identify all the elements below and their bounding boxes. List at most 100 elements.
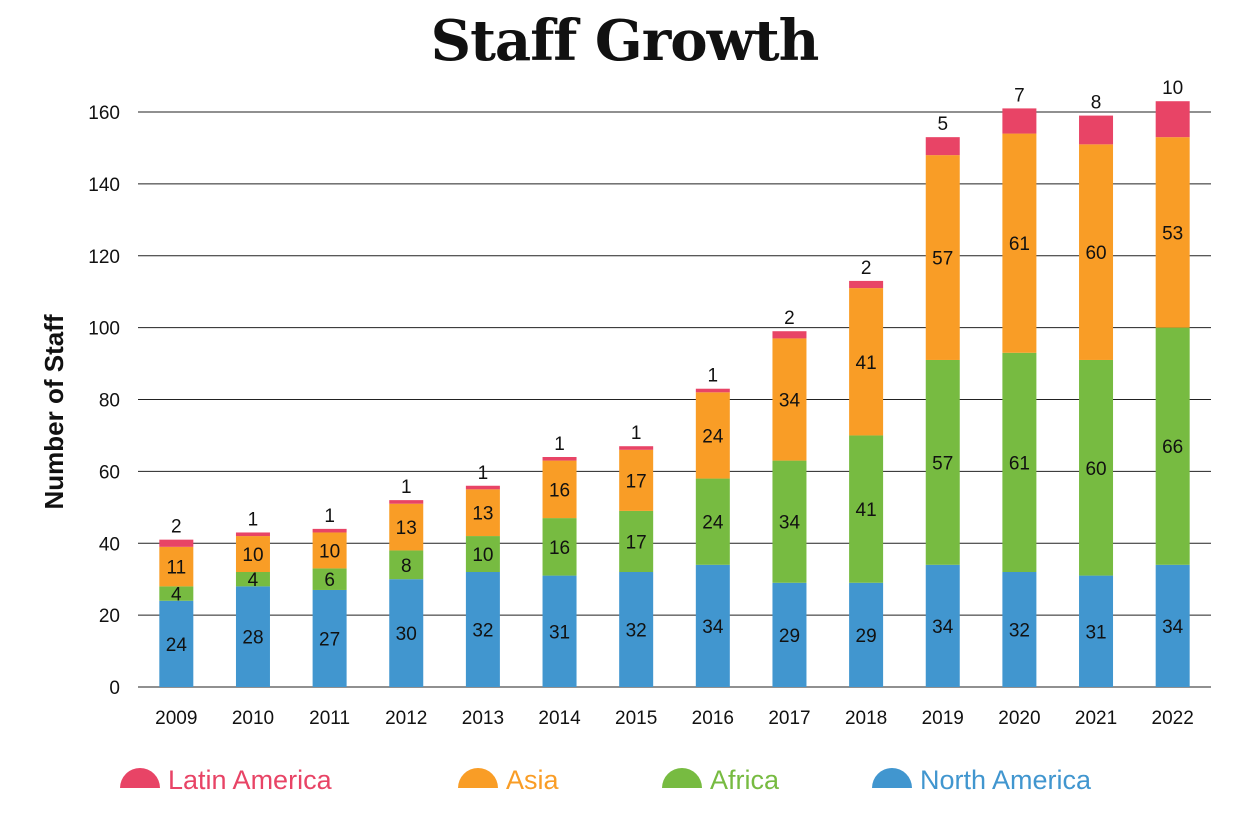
x-tick-label: 2009 [155, 708, 197, 729]
data-label: 24 [702, 426, 724, 447]
bar-segment [159, 546, 194, 587]
bar-segment [542, 518, 577, 576]
bar-segment [389, 503, 424, 551]
bar-segment [235, 536, 270, 572]
bars [159, 101, 1190, 687]
bar-segment [465, 572, 500, 687]
bar-segment [1079, 359, 1114, 576]
data-label: 1 [324, 506, 335, 527]
data-label: 27 [319, 629, 340, 650]
data-label: 2 [171, 517, 182, 538]
data-label: 1 [478, 463, 489, 484]
data-label: 32 [472, 621, 493, 642]
data-label: 1 [401, 477, 412, 498]
legend-item-latin-america: Latin America [120, 760, 332, 800]
data-label: 16 [549, 480, 570, 501]
bar-segment [389, 550, 424, 580]
bar-segment [312, 568, 347, 590]
bar-segment [389, 579, 424, 687]
bar-segment [849, 435, 884, 583]
bar-segment [695, 478, 730, 565]
bar-segment [542, 575, 577, 687]
x-tick-label: 2015 [615, 708, 657, 729]
x-tick-label: 2019 [922, 708, 964, 729]
y-axis-ticks: 0 20 40 60 80 100 120 140 160 [88, 103, 120, 699]
legend: Latin America Asia Africa North America [0, 760, 1249, 800]
data-label: 4 [171, 585, 182, 606]
data-label: 53 [1162, 223, 1183, 244]
bar-segment [925, 359, 960, 565]
data-label: 60 [1085, 459, 1106, 480]
bar-segment [772, 582, 807, 687]
bar-segment [695, 564, 730, 687]
x-tick-label: 2016 [692, 708, 734, 729]
data-label: 1 [554, 434, 565, 455]
bar-segment [465, 489, 500, 537]
data-label: 24 [702, 513, 724, 534]
bar-segment [159, 600, 194, 687]
data-label: 29 [856, 626, 877, 647]
data-label: 13 [472, 504, 493, 525]
legend-swatch-north-america [872, 768, 912, 788]
legend-label: Asia [506, 764, 559, 795]
bar-segment [465, 536, 500, 572]
bar-segment [925, 155, 960, 360]
legend-swatch-latin-america [120, 768, 160, 788]
x-tick-label: 2010 [232, 708, 274, 729]
x-tick-label: 2011 [309, 708, 350, 729]
bar-segment [235, 586, 270, 687]
y-tick-label: 120 [88, 247, 120, 268]
bar-segment [159, 539, 194, 547]
y-tick-label: 40 [99, 534, 120, 555]
data-label: 8 [1091, 93, 1102, 114]
bar-segment [159, 586, 194, 601]
bar-segment [1079, 575, 1114, 687]
bar-segment [619, 449, 654, 511]
data-label: 61 [1009, 234, 1030, 255]
x-tick-label: 2017 [768, 708, 810, 729]
legend-item-north-america: North America [872, 760, 1091, 800]
chart-title: Staff Growth [430, 8, 820, 74]
legend-swatch-africa [662, 768, 702, 788]
data-label: 1 [708, 366, 719, 387]
data-label: 8 [401, 556, 412, 577]
bar-segment [619, 572, 654, 687]
bar-segment [695, 392, 730, 479]
data-label: 32 [626, 621, 647, 642]
data-label: 28 [242, 628, 263, 649]
data-label: 1 [631, 423, 642, 444]
bar-segment [312, 528, 347, 533]
legend-label: Latin America [168, 764, 332, 795]
x-tick-label: 2014 [538, 708, 581, 729]
data-label: 13 [396, 518, 417, 539]
y-axis-label: Number of Staff [39, 314, 69, 509]
data-label: 6 [324, 570, 335, 591]
legend-label: North America [920, 764, 1092, 795]
data-label: 30 [396, 624, 417, 645]
legend-label: Africa [710, 764, 780, 795]
data-label: 34 [779, 391, 801, 412]
y-tick-label: 80 [99, 391, 120, 412]
x-tick-label: 2021 [1075, 708, 1117, 729]
x-tick-label: 2022 [1152, 708, 1194, 729]
data-label: 24 [166, 635, 188, 656]
bar-segment [235, 532, 270, 537]
bar-segment [772, 338, 807, 461]
data-label: 5 [937, 114, 948, 135]
data-label: 29 [779, 626, 800, 647]
bar-segment [1002, 352, 1037, 572]
data-label: 32 [1009, 621, 1030, 642]
data-label: 31 [549, 622, 570, 643]
data-label: 10 [472, 545, 493, 566]
y-tick-label: 160 [88, 103, 120, 124]
bar-segment [619, 510, 654, 572]
data-label: 60 [1085, 243, 1106, 264]
data-label: 34 [779, 513, 801, 534]
bar-segment [772, 331, 807, 339]
x-tick-label: 2020 [998, 708, 1040, 729]
y-tick-label: 20 [99, 606, 120, 627]
data-label: 34 [932, 617, 954, 638]
data-label: 10 [319, 541, 340, 562]
bar-segment [1155, 564, 1190, 687]
bar-segment [1155, 101, 1190, 138]
